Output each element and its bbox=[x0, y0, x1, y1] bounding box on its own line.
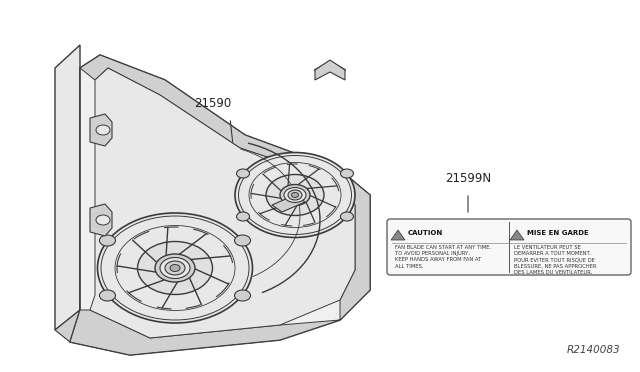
Ellipse shape bbox=[99, 235, 115, 246]
Ellipse shape bbox=[155, 254, 195, 282]
Polygon shape bbox=[272, 195, 305, 212]
Text: LE VENTILATEUR PEUT SE
DEMARRER A TOUT MOMENT.
POUR EVITER TOUT RISQUE DE
BLESSU: LE VENTILATEUR PEUT SE DEMARRER A TOUT M… bbox=[514, 245, 596, 275]
Ellipse shape bbox=[234, 290, 250, 301]
Ellipse shape bbox=[97, 213, 253, 323]
Ellipse shape bbox=[284, 187, 306, 202]
Text: R2140083: R2140083 bbox=[566, 345, 620, 355]
Ellipse shape bbox=[340, 212, 353, 221]
Polygon shape bbox=[70, 310, 340, 355]
Ellipse shape bbox=[99, 290, 115, 301]
Ellipse shape bbox=[291, 192, 298, 198]
Text: MISE EN GARDE: MISE EN GARDE bbox=[527, 230, 589, 236]
Text: 21590: 21590 bbox=[195, 97, 232, 110]
Text: CAUTION: CAUTION bbox=[408, 230, 444, 236]
Polygon shape bbox=[80, 55, 340, 178]
Ellipse shape bbox=[234, 235, 250, 246]
Ellipse shape bbox=[340, 169, 353, 178]
Polygon shape bbox=[330, 170, 370, 320]
Ellipse shape bbox=[237, 212, 250, 221]
Polygon shape bbox=[55, 310, 95, 342]
Ellipse shape bbox=[165, 261, 185, 275]
Polygon shape bbox=[90, 68, 355, 338]
Ellipse shape bbox=[96, 125, 110, 135]
Polygon shape bbox=[510, 230, 524, 240]
Ellipse shape bbox=[170, 264, 180, 272]
Polygon shape bbox=[70, 55, 370, 355]
Text: FAN BLADE CAN START AT ANY TIME.
TO AVOID PERSONAL INJURY,
KEEP HANDS AWAY FROM : FAN BLADE CAN START AT ANY TIME. TO AVOI… bbox=[395, 245, 491, 269]
Polygon shape bbox=[391, 230, 405, 240]
Polygon shape bbox=[90, 204, 112, 236]
Polygon shape bbox=[90, 114, 112, 146]
Text: 21599N: 21599N bbox=[445, 172, 491, 185]
Polygon shape bbox=[315, 60, 345, 80]
Ellipse shape bbox=[96, 215, 110, 225]
Ellipse shape bbox=[235, 153, 355, 237]
Ellipse shape bbox=[280, 185, 310, 205]
Ellipse shape bbox=[160, 257, 190, 279]
Polygon shape bbox=[55, 45, 80, 330]
Ellipse shape bbox=[138, 241, 212, 295]
Ellipse shape bbox=[288, 190, 302, 200]
FancyBboxPatch shape bbox=[387, 219, 631, 275]
Ellipse shape bbox=[237, 169, 250, 178]
Ellipse shape bbox=[266, 174, 324, 215]
